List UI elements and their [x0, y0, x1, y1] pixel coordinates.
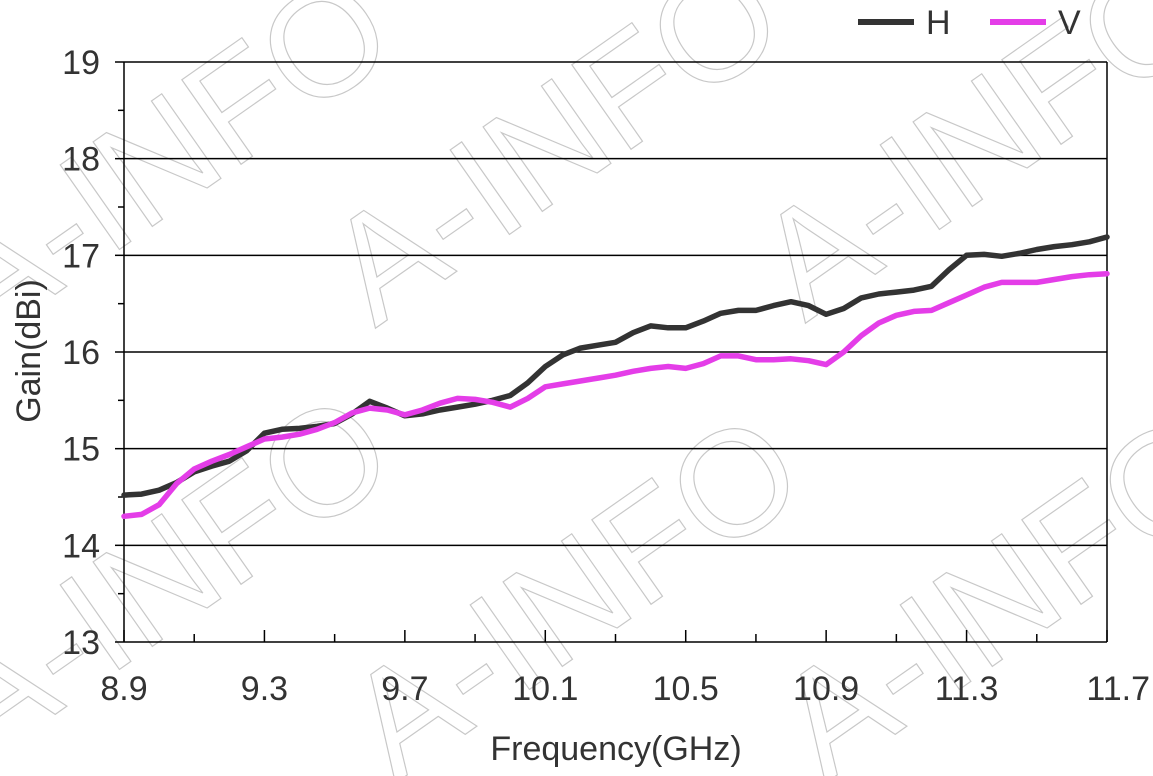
x-tick-labels: 8.9 9.3 9.7 10.1 10.5 10.9 11.3 11.7	[100, 670, 1150, 708]
x-tick-label: 10.1	[512, 670, 578, 708]
y-tick-label: 19	[62, 44, 100, 82]
tick-marks	[115, 61, 1108, 643]
y-tick-label: 14	[62, 527, 100, 565]
watermark-text: A-INFO	[747, 380, 1153, 776]
watermark-text: A-INFO	[317, 380, 830, 776]
y-tick-label: 13	[62, 624, 100, 662]
series-layer	[121, 234, 1110, 520]
x-tick-label: 10.9	[793, 670, 859, 708]
x-tick-label: 11.7	[1086, 670, 1150, 708]
y-tick-label: 15	[62, 431, 100, 469]
legend-label-H: H	[926, 4, 951, 42]
y-tick-label: 16	[62, 334, 100, 372]
x-axis-title: Frequency(GHz)	[490, 730, 741, 768]
x-tick-label: 9.7	[381, 670, 428, 708]
gridlines	[124, 157, 1107, 547]
x-tick-label: 8.9	[100, 670, 147, 708]
x-tick-label: 10.5	[653, 670, 719, 708]
x-tick-label: 11.3	[935, 670, 999, 708]
y-axis-title: Gain(dBi)	[10, 279, 48, 423]
series-line-V	[121, 270, 1110, 520]
y-tick-label: 18	[62, 141, 100, 179]
y-tick-labels: 13 14 15 16 17 18 19	[62, 44, 100, 662]
legend-label-V: V	[1058, 4, 1081, 42]
x-tick-label: 9.3	[241, 670, 288, 708]
y-tick-label: 17	[62, 237, 100, 275]
series-line-H	[121, 234, 1110, 498]
